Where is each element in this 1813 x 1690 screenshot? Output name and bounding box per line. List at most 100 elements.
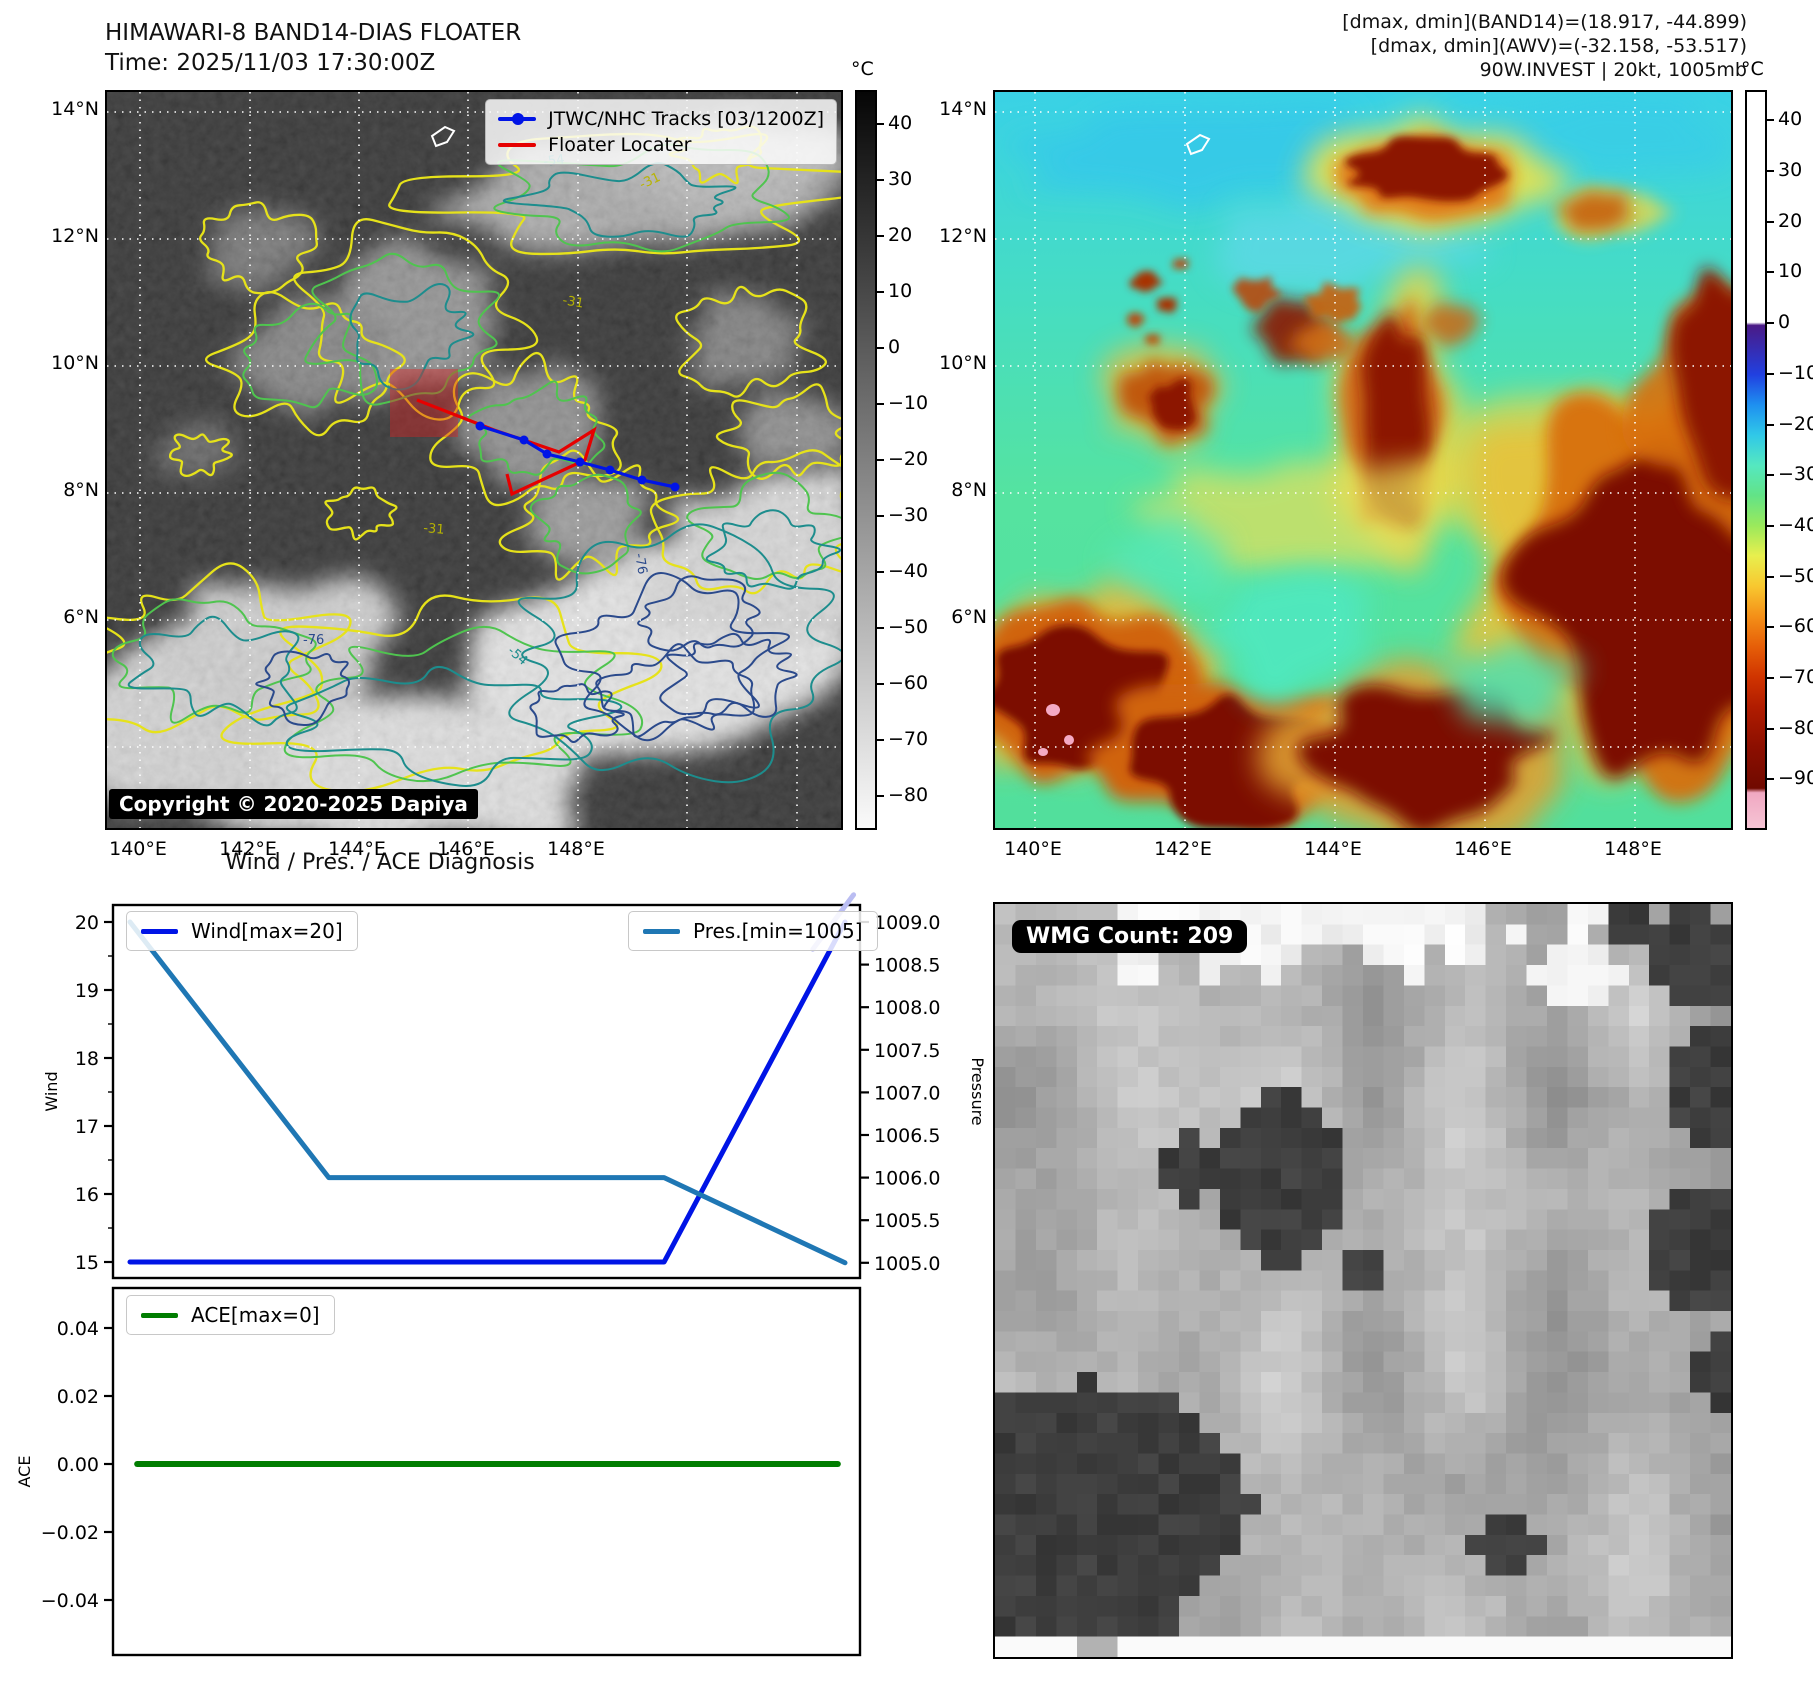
band14-xtick: 144°E: [328, 838, 386, 860]
awv-ytick: 8°N: [951, 479, 987, 501]
colorbar-tick-label: −30: [888, 504, 929, 527]
colorbar-tick-label: −20: [1778, 412, 1813, 435]
svg-text:20: 20: [75, 912, 99, 934]
colorbar-tick: [877, 627, 884, 630]
legend-line-icon: [643, 928, 680, 934]
band14-colorbar: [855, 90, 877, 830]
awv-colorbar-unit: °C: [1741, 58, 1764, 80]
colorbar-tick-label: −60: [888, 672, 929, 695]
legend-label: ACE[max=0]: [191, 1303, 320, 1327]
colorbar-tick-label: 20: [888, 223, 913, 246]
awv-xtick: 146°E: [1454, 838, 1512, 860]
svg-text:0.04: 0.04: [57, 1318, 99, 1340]
svg-text:1008.5: 1008.5: [874, 955, 940, 977]
svg-text:1006.5: 1006.5: [874, 1125, 940, 1147]
colorbar-tick: [1767, 372, 1774, 375]
colorbar-tick: [877, 571, 884, 574]
band14-map-image: -54-31-31-31-76-76-54: [107, 92, 841, 828]
colorbar-tick-label: 40: [888, 111, 913, 134]
colorbar-tick: [877, 739, 884, 742]
colorbar-tick-label: 10: [888, 279, 913, 302]
colorbar-tick-label: −50: [888, 616, 929, 639]
band14-map: -54-31-31-31-76-76-54 JTWC/NHC Tracks [0…: [105, 90, 843, 830]
colorbar-tick-label: 30: [1778, 159, 1803, 182]
svg-text:19: 19: [75, 980, 99, 1002]
info-dmax-awv: [dmax, dmin](AWV)=(-32.158, -53.517): [1370, 35, 1747, 57]
colorbar-tick: [877, 178, 884, 181]
band14-ytick: 14°N: [51, 98, 99, 120]
colorbar-tick: [877, 402, 884, 405]
colorbar-tick: [1767, 676, 1774, 679]
legend-line-icon: [141, 1312, 178, 1318]
svg-text:1005.5: 1005.5: [874, 1210, 940, 1232]
wind-legend: Wind[max=20]: [126, 911, 358, 951]
band14-ytick: 6°N: [63, 606, 99, 628]
band14-map-legend: JTWC/NHC Tracks [03/1200Z] Floater Locat…: [485, 99, 837, 165]
awv-map-image: [995, 92, 1731, 828]
colorbar-tick: [877, 515, 884, 518]
colorbar-tick: [1767, 778, 1774, 781]
colorbar-tick: [1767, 423, 1774, 426]
colorbar-tick-label: 30: [888, 167, 913, 190]
svg-text:−0.02: −0.02: [41, 1522, 99, 1544]
svg-text:15: 15: [75, 1252, 99, 1274]
info-invest: 90W.INVEST | 20kt, 1005mb: [1479, 59, 1747, 81]
colorbar-tick: [877, 795, 884, 798]
band14-xtick: 148°E: [547, 838, 605, 860]
svg-text:1008.0: 1008.0: [874, 997, 940, 1019]
band14-xtick: 142°E: [219, 838, 277, 860]
colorbar-tick-label: 0: [888, 335, 901, 358]
svg-text:16: 16: [75, 1184, 99, 1206]
svg-text:-76: -76: [303, 633, 324, 648]
awv-map: [993, 90, 1733, 830]
awv-xtick: 142°E: [1154, 838, 1212, 860]
diagnosis-title: Wind / Pres. / ACE Diagnosis: [225, 850, 535, 875]
awv-xtick: 148°E: [1604, 838, 1662, 860]
colorbar-tick-label: −40: [1778, 513, 1813, 536]
colorbar-tick: [877, 459, 884, 461]
colorbar-tick-label: −50: [1778, 564, 1813, 587]
colorbar-tick-label: −80: [888, 784, 929, 807]
colorbar-tick: [1767, 119, 1774, 122]
svg-text:18: 18: [75, 1048, 99, 1070]
colorbar-tick: [1767, 322, 1774, 325]
band14-colorbar-unit: °C: [851, 58, 874, 80]
legend-track-label: JTWC/NHC Tracks [03/1200Z]: [548, 108, 824, 130]
awv-xtick: 140°E: [1004, 838, 1062, 860]
svg-text:1006.0: 1006.0: [874, 1168, 940, 1190]
colorbar-tick: [877, 290, 884, 293]
svg-text:-76: -76: [631, 552, 649, 576]
colorbar-tick-label: −80: [1778, 716, 1813, 739]
colorbar-tick: [1767, 170, 1774, 173]
colorbar-tick: [1767, 271, 1774, 274]
svg-text:1009.0: 1009.0: [874, 912, 940, 934]
colorbar-tick: [1767, 626, 1774, 629]
legend-row-floater: Floater Locater: [498, 132, 824, 158]
colorbar-tick: [877, 683, 884, 686]
colorbar-tick-label: 40: [1778, 108, 1803, 131]
colorbar-tick-label: −30: [1778, 463, 1813, 486]
colorbar-tick-label: −70: [888, 728, 929, 751]
svg-text:Wind: Wind: [42, 1071, 61, 1111]
svg-text:Pressure: Pressure: [968, 1057, 987, 1125]
colorbar-tick-label: −60: [1778, 615, 1813, 638]
awv-ytick: 12°N: [939, 225, 987, 247]
band14-ytick: 10°N: [51, 352, 99, 374]
colorbar-tick: [1767, 727, 1774, 730]
colorbar-tick: [1767, 220, 1774, 223]
wmg-panel: WMG Count: 209: [993, 902, 1733, 1659]
legend-floater-label: Floater Locater: [548, 134, 692, 156]
band14-xtick: 146°E: [437, 838, 495, 860]
awv-colorbar: [1745, 90, 1767, 830]
colorbar-tick: [1767, 524, 1774, 527]
awv-ytick: 6°N: [951, 606, 987, 628]
band14-ytick: 12°N: [51, 225, 99, 247]
colorbar-tick-label: −90: [1778, 767, 1813, 790]
band14-title: HIMAWARI-8 BAND14-DIAS FLOATER: [105, 20, 522, 46]
colorbar-tick-label: 20: [1778, 209, 1803, 232]
svg-text:ACE: ACE: [15, 1456, 34, 1488]
colorbar-tick: [877, 346, 884, 349]
legend-row-track: JTWC/NHC Tracks [03/1200Z]: [498, 106, 824, 132]
band14-xtick: 140°E: [109, 838, 167, 860]
svg-text:17: 17: [75, 1116, 99, 1138]
